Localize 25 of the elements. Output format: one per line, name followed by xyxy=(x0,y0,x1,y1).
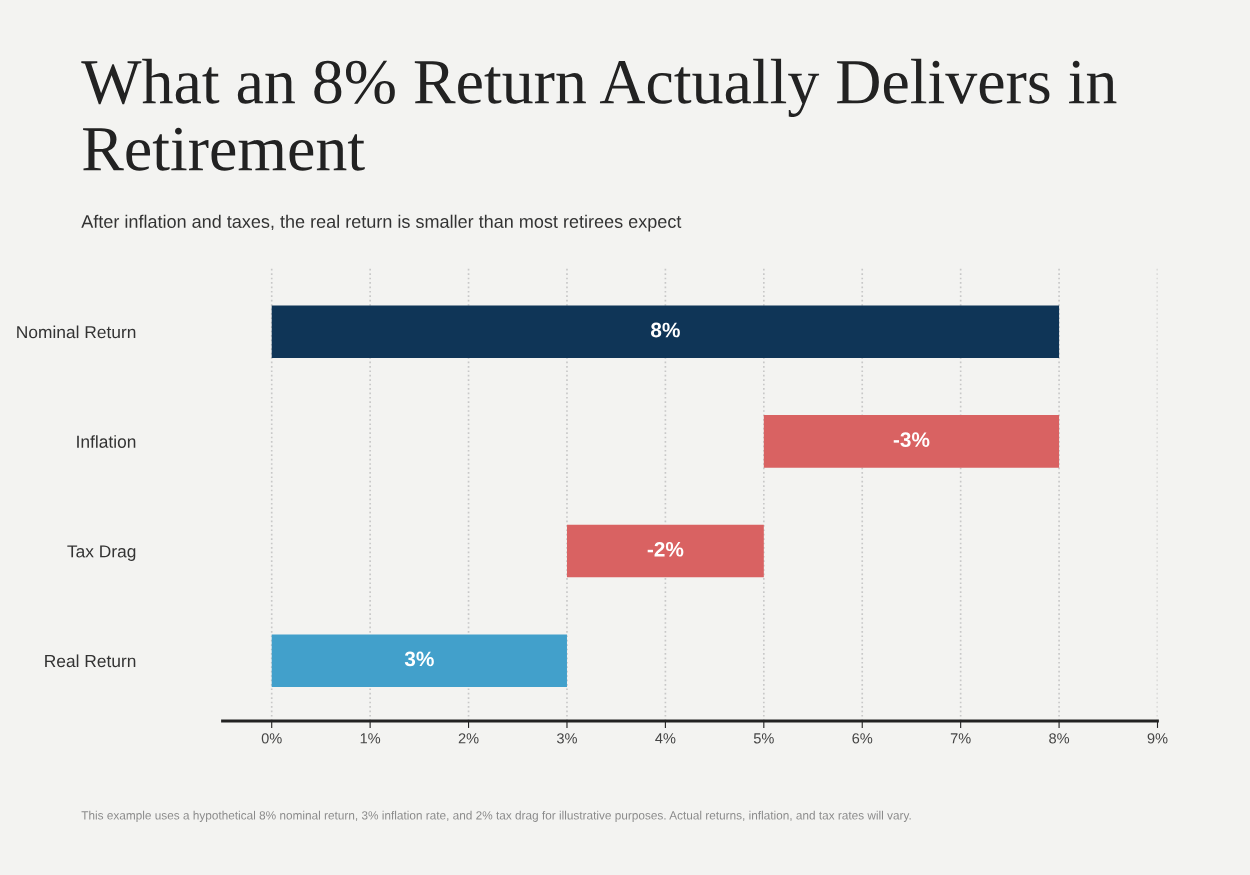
text: This example uses a hypothetical 8% nominal return, 3% inflation rate, and 2% tax drag for illustrative purposes. Actual returns, inflation, and tax rates will vary. xyxy=(81,810,911,822)
bar xyxy=(271,305,1060,359)
chart-subtitle: After inflation and taxes, the real return is smaller than most retirees expect xyxy=(81,214,682,232)
x-tick-label: 5% xyxy=(753,733,774,744)
x-tick-label: 3% xyxy=(556,733,577,744)
x-tick-label: 7% xyxy=(950,733,971,744)
bar xyxy=(271,634,567,688)
bar xyxy=(566,524,764,578)
data-label: 8% xyxy=(651,322,680,338)
y-tick-label: Nominal Return xyxy=(17,325,136,339)
x-tick-label: 4% xyxy=(655,733,676,744)
x-tick-label: 9% xyxy=(1147,733,1168,744)
data-label: -2% xyxy=(647,541,684,557)
data-label: -3% xyxy=(893,432,930,448)
y-tick-label: Real Return xyxy=(45,654,136,668)
x-tick-label: 0% xyxy=(261,733,282,744)
data-label: 3% xyxy=(404,651,434,667)
chart-title: What an 8% Return Actually Delivers in Retirement xyxy=(81,58,1117,171)
y-tick-label: Inflation xyxy=(77,435,136,448)
x-tick-label: 6% xyxy=(852,733,873,744)
y-tick-label: Tax Drag xyxy=(67,545,136,561)
x-tick-label: 2% xyxy=(458,733,479,744)
bar xyxy=(763,415,1060,468)
x-tick-label: 1% xyxy=(360,733,381,744)
x-tick-label: 8% xyxy=(1049,733,1070,744)
